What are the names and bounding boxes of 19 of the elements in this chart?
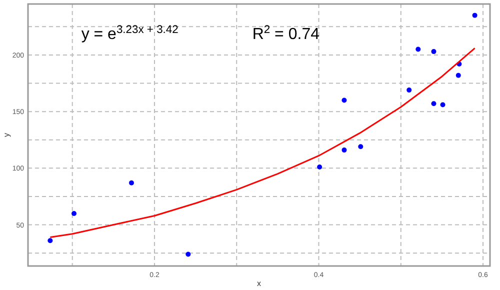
point: [48, 238, 53, 244]
point: [431, 49, 436, 54]
point: [472, 12, 478, 18]
point: [440, 102, 446, 108]
point: [416, 46, 421, 52]
x-axis-title: x: [257, 279, 261, 288]
point: [71, 210, 76, 216]
point: [317, 164, 322, 170]
point: [342, 148, 347, 153]
point: [456, 72, 461, 78]
point: [406, 88, 412, 93]
annotation: R$^{2}$ = 0.74: [252, 24, 320, 44]
point: [128, 180, 134, 186]
point: [342, 98, 347, 103]
point: [358, 144, 364, 150]
point: [186, 252, 191, 257]
annotation: y = e$^{3.23x + 3.42}$: [81, 24, 178, 44]
point: [431, 101, 436, 106]
y-axis-title: y: [2, 133, 11, 137]
